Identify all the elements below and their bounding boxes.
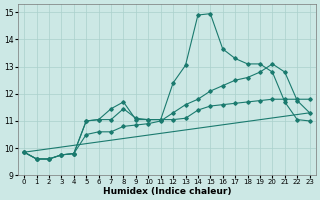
X-axis label: Humidex (Indice chaleur): Humidex (Indice chaleur) xyxy=(103,187,231,196)
